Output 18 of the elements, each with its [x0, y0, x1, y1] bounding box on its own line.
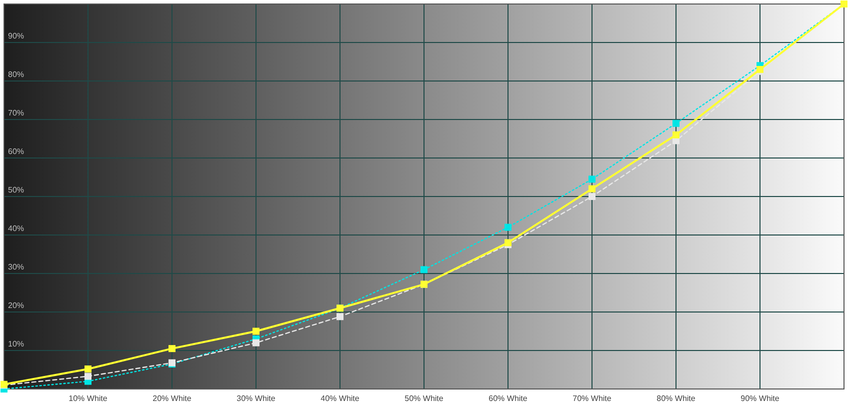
x-tick-label: 20% White: [152, 394, 192, 403]
x-tick-label: 90% White: [740, 394, 780, 403]
y-tick-label: 10%: [8, 340, 24, 348]
y-tick-label: 30%: [8, 262, 24, 272]
x-tick-label: 10% White: [68, 394, 108, 403]
y-tick-label: 40%: [8, 224, 24, 233]
y-tick-label: 50%: [8, 186, 24, 194]
x-tick-label: 80% White: [656, 394, 696, 403]
y-tick-label: 80%: [8, 70, 24, 79]
y-tick-label: 20%: [8, 301, 24, 310]
x-tick-label: 40% White: [320, 394, 360, 403]
y-tick-label: 90%: [8, 32, 24, 40]
x-tick-label: 30% White: [236, 394, 276, 403]
x-tick-label: 70% White: [572, 394, 612, 403]
y-tick-label: 60%: [8, 147, 24, 156]
y-tick-label: 70%: [8, 108, 24, 118]
x-tick-label: 50% White: [404, 394, 444, 403]
x-tick-label: 60% White: [488, 394, 528, 403]
